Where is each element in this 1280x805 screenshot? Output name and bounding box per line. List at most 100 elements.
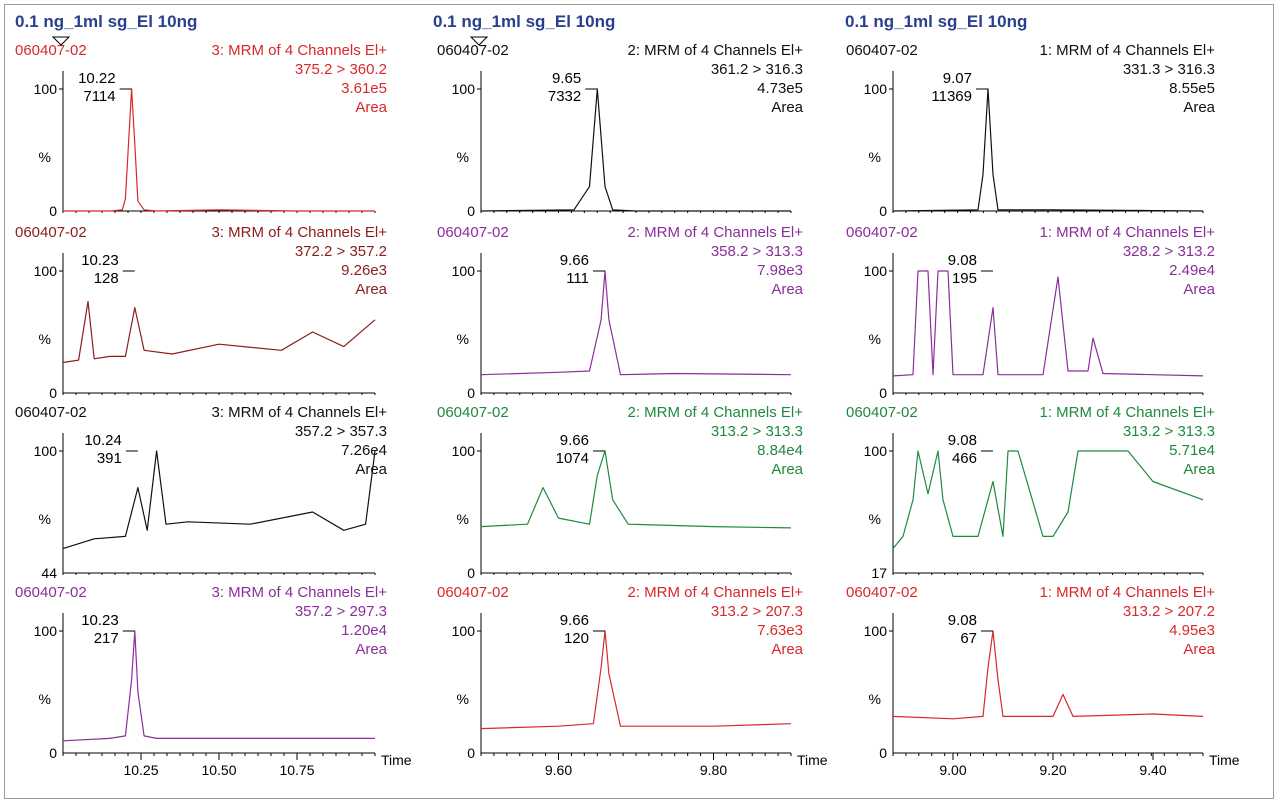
peak-area-label: 11369 [931, 88, 972, 105]
y-max-label: 100 [452, 81, 476, 97]
peak-rt-label: 10.22 [78, 70, 116, 87]
sample-id: 060407-02 [15, 404, 87, 421]
y-min-label: 0 [879, 745, 887, 761]
y-min-label: 0 [467, 565, 475, 581]
function-label: 3: MRM of 4 Channels El+ [212, 584, 388, 601]
function-label: 3: MRM of 4 Channels El+ [212, 224, 388, 241]
trace-line [480, 630, 792, 730]
x-tick-label: 9.00 [939, 762, 966, 778]
intensity-label: 2.49e4 [1169, 262, 1215, 279]
transition-label: 375.2 > 360.2 [295, 61, 387, 78]
trace-line [62, 630, 375, 742]
trace-line [63, 88, 375, 212]
peak-rt-label: 9.65 [552, 70, 581, 87]
x-tick-label: 10.50 [201, 762, 236, 778]
intensity-label: 8.84e4 [757, 442, 803, 459]
function-label: 2: MRM of 4 Channels El+ [628, 42, 804, 59]
y-max-label: 100 [452, 443, 476, 459]
trace-line [480, 88, 791, 212]
sample-id: 060407-02 [846, 224, 918, 241]
mode-label: Area [355, 281, 387, 298]
transition-label: 372.2 > 357.2 [295, 243, 387, 260]
y-unit-label: % [457, 149, 469, 165]
x-tick-label: 9.20 [1039, 762, 1066, 778]
trace-line [892, 630, 1204, 720]
trace-line [892, 88, 1204, 212]
intensity-label: 4.95e3 [1169, 622, 1215, 639]
y-min-label: 44 [41, 565, 57, 581]
sample-id: 060407-02 [846, 42, 918, 59]
function-label: 3: MRM of 4 Channels El+ [212, 404, 388, 421]
transition-label: 328.2 > 313.2 [1123, 243, 1215, 260]
y-max-label: 100 [34, 623, 58, 639]
mode-label: Area [771, 281, 803, 298]
transition-label: 357.2 > 357.3 [295, 423, 387, 440]
function-label: 2: MRM of 4 Channels El+ [628, 584, 804, 601]
y-max-label: 100 [864, 443, 888, 459]
transition-label: 357.2 > 297.3 [295, 603, 387, 620]
mode-label: Area [355, 641, 387, 658]
peak-rt-label: 9.08 [948, 612, 977, 629]
function-label: 1: MRM of 4 Channels El+ [1040, 224, 1216, 241]
column-title: 0.1 ng_1ml sg_El 10ng [845, 12, 1027, 31]
sample-id: 060407-02 [437, 42, 509, 59]
peak-area-label: 195 [952, 270, 977, 287]
peak-rt-label: 9.07 [943, 70, 972, 87]
function-label: 1: MRM of 4 Channels El+ [1040, 584, 1216, 601]
peak-rt-label: 9.08 [948, 252, 977, 269]
intensity-label: 7.63e3 [757, 622, 803, 639]
peak-rt-label: 10.23 [81, 252, 119, 269]
function-label: 2: MRM of 4 Channels El+ [628, 404, 804, 421]
peak-rt-label: 9.66 [560, 252, 589, 269]
chromatogram-figure: 0.1 ng_1ml sg_El 10ng 060407-02 3: MRM of … [4, 4, 1274, 799]
x-tick-label: 9.40 [1139, 762, 1166, 778]
intensity-label: 7.98e3 [757, 262, 803, 279]
time-axis-label: Time [1209, 752, 1240, 768]
trace-line [62, 300, 376, 364]
y-min-label: 0 [467, 385, 475, 401]
y-unit-label: % [869, 149, 881, 165]
peak-area-label: 67 [960, 630, 977, 647]
intensity-label: 9.26e3 [341, 262, 387, 279]
y-unit-label: % [39, 149, 51, 165]
intensity-label: 1.20e4 [341, 622, 387, 639]
mode-label: Area [1183, 641, 1215, 658]
trace-line [892, 450, 1204, 549]
peak-area-label: 466 [952, 450, 977, 467]
y-min-label: 17 [871, 565, 887, 581]
transition-label: 313.2 > 207.3 [711, 603, 803, 620]
y-min-label: 0 [49, 203, 57, 219]
intensity-label: 3.61e5 [341, 80, 387, 97]
peak-area-label: 128 [94, 270, 119, 287]
mode-label: Area [771, 99, 803, 116]
y-unit-label: % [457, 331, 469, 347]
y-max-label: 100 [452, 263, 476, 279]
y-unit-label: % [869, 511, 881, 527]
y-min-label: 0 [879, 203, 887, 219]
function-label: 1: MRM of 4 Channels El+ [1040, 404, 1216, 421]
y-max-label: 100 [864, 81, 888, 97]
y-max-label: 100 [34, 263, 58, 279]
x-tick-label: 9.60 [545, 762, 572, 778]
y-unit-label: % [457, 511, 469, 527]
intensity-label: 7.26e4 [341, 442, 387, 459]
peak-rt-label: 9.66 [560, 432, 589, 449]
sample-id: 060407-02 [437, 224, 509, 241]
sample-id: 060407-02 [15, 584, 87, 601]
funnel-marker [469, 36, 489, 46]
peak-area-label: 120 [564, 630, 589, 647]
x-tick-label: 9.80 [700, 762, 727, 778]
column-title: 0.1 ng_1ml sg_El 10ng [433, 12, 615, 31]
y-unit-label: % [869, 331, 881, 347]
peak-area-label: 391 [97, 450, 122, 467]
trace-line [62, 450, 376, 550]
peak-area-label: 217 [94, 630, 119, 647]
sample-id: 060407-02 [846, 584, 918, 601]
funnel-marker [51, 36, 71, 46]
peak-rt-label: 9.08 [948, 432, 977, 449]
sample-id: 060407-02 [437, 404, 509, 421]
x-tick-label: 10.75 [279, 762, 314, 778]
peak-rt-label: 10.23 [81, 612, 119, 629]
y-unit-label: % [39, 331, 51, 347]
y-unit-label: % [39, 691, 51, 707]
